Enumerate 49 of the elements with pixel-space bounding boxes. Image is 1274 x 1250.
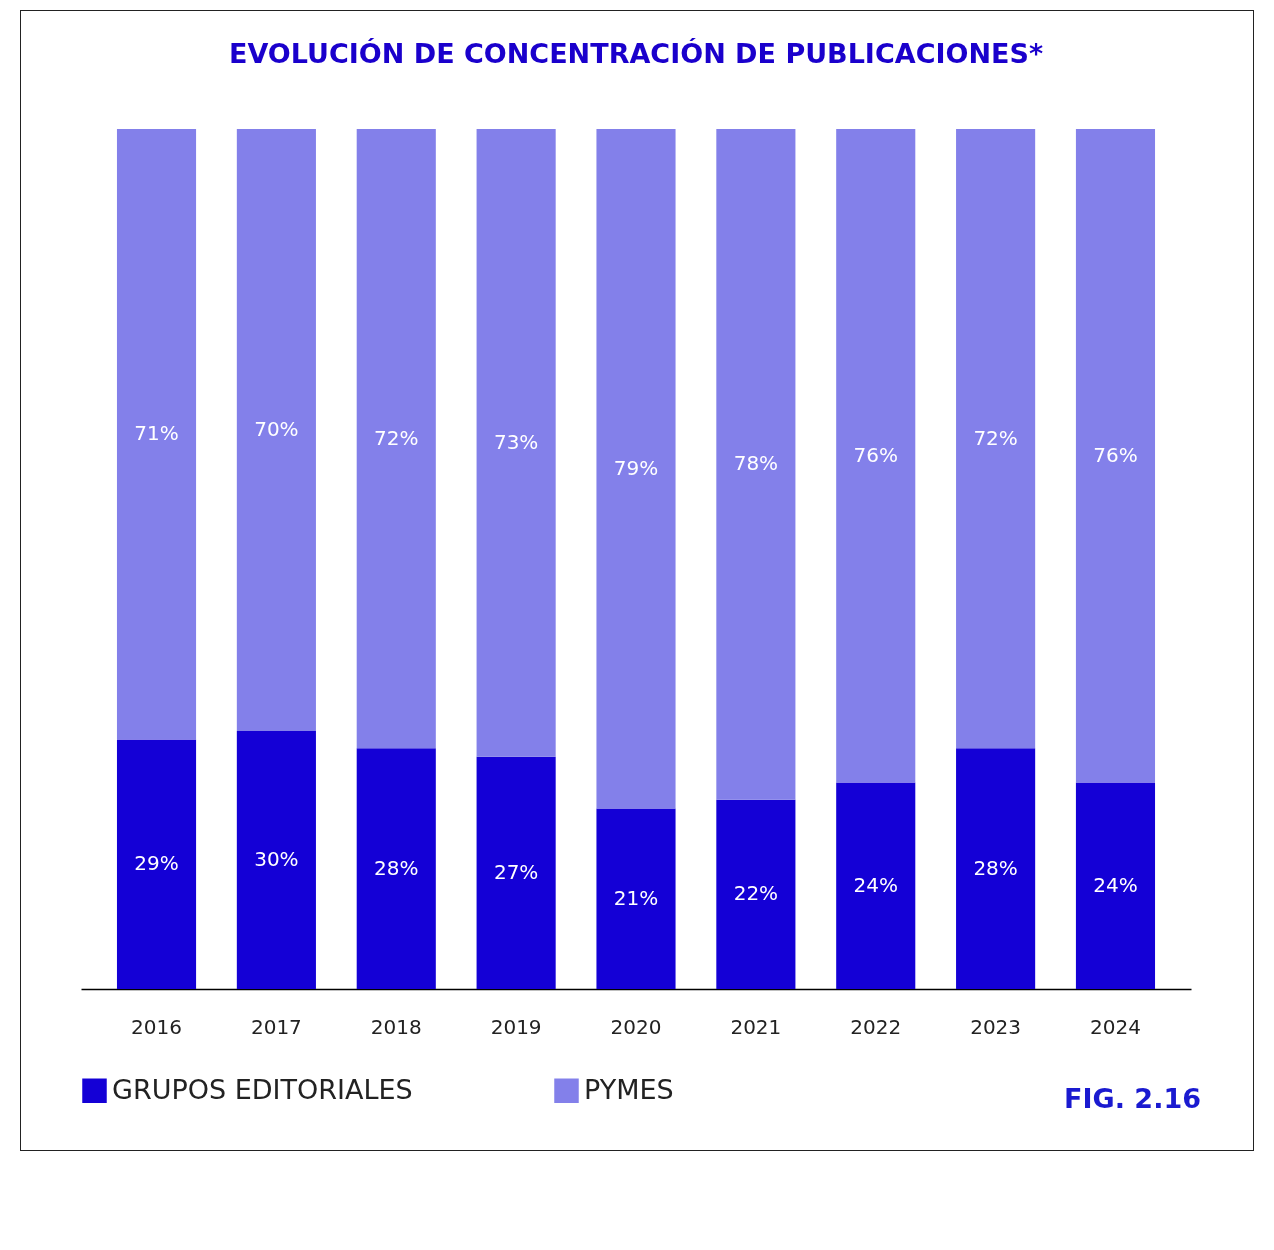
caption: FIG. 2.16 — [1064, 1083, 1201, 1114]
x-tick-label: 2018 — [370, 1014, 422, 1039]
x-tick-label: 2019 — [490, 1014, 542, 1039]
data-label: 30% — [254, 847, 299, 871]
x-tick-label: 2023 — [970, 1014, 1022, 1039]
bar — [1075, 782, 1156, 989]
data-label: 79% — [613, 455, 659, 480]
bar — [116, 129, 197, 740]
bar — [836, 129, 916, 783]
bar — [596, 808, 676, 989]
data-label: 73% — [493, 429, 539, 454]
x-tick-label: 2020 — [610, 1014, 662, 1039]
x-tick-label: 2017 — [250, 1014, 302, 1039]
data-label: 78% — [733, 451, 779, 476]
data-label: 22% — [733, 881, 779, 906]
data-label: 21% — [613, 885, 659, 910]
x-tick-label: 2016 — [131, 1014, 182, 1039]
data-label: 70% — [254, 417, 299, 441]
data-label: 24% — [853, 872, 898, 897]
data-label: 71% — [134, 421, 179, 446]
data-label: 27% — [493, 859, 539, 884]
bar — [716, 799, 796, 989]
bar — [956, 129, 1036, 749]
bar — [236, 129, 316, 731]
bar — [236, 731, 316, 989]
bar — [716, 129, 796, 800]
x-tick-label: 2022 — [850, 1014, 902, 1039]
x-tick-label: 2021 — [730, 1014, 782, 1039]
legend-label: GRUPOS EDITORIALES — [112, 1073, 413, 1105]
bar — [356, 748, 436, 989]
chart-title: EVOLUCIÓN DE CONCENTRACIÓN DE PUBLICACIONES* — [228, 38, 1044, 69]
data-label: 28% — [374, 855, 419, 880]
data-label: 76% — [1093, 442, 1138, 467]
bar — [596, 129, 676, 809]
data-label: 76% — [853, 442, 898, 467]
bar — [116, 739, 197, 989]
data-label: 28% — [973, 855, 1018, 880]
bar — [356, 129, 436, 749]
data-label: 72% — [973, 425, 1018, 450]
bar — [1075, 129, 1156, 783]
bar — [956, 748, 1036, 989]
bar — [476, 756, 556, 989]
legend-label: PYMES — [584, 1073, 674, 1105]
data-label: 24% — [1093, 872, 1138, 897]
data-label: 72% — [374, 425, 419, 450]
x-tick-label: 2024 — [1090, 1014, 1141, 1039]
data-label: 29% — [134, 851, 179, 876]
bar — [836, 782, 916, 989]
bar — [476, 129, 556, 757]
